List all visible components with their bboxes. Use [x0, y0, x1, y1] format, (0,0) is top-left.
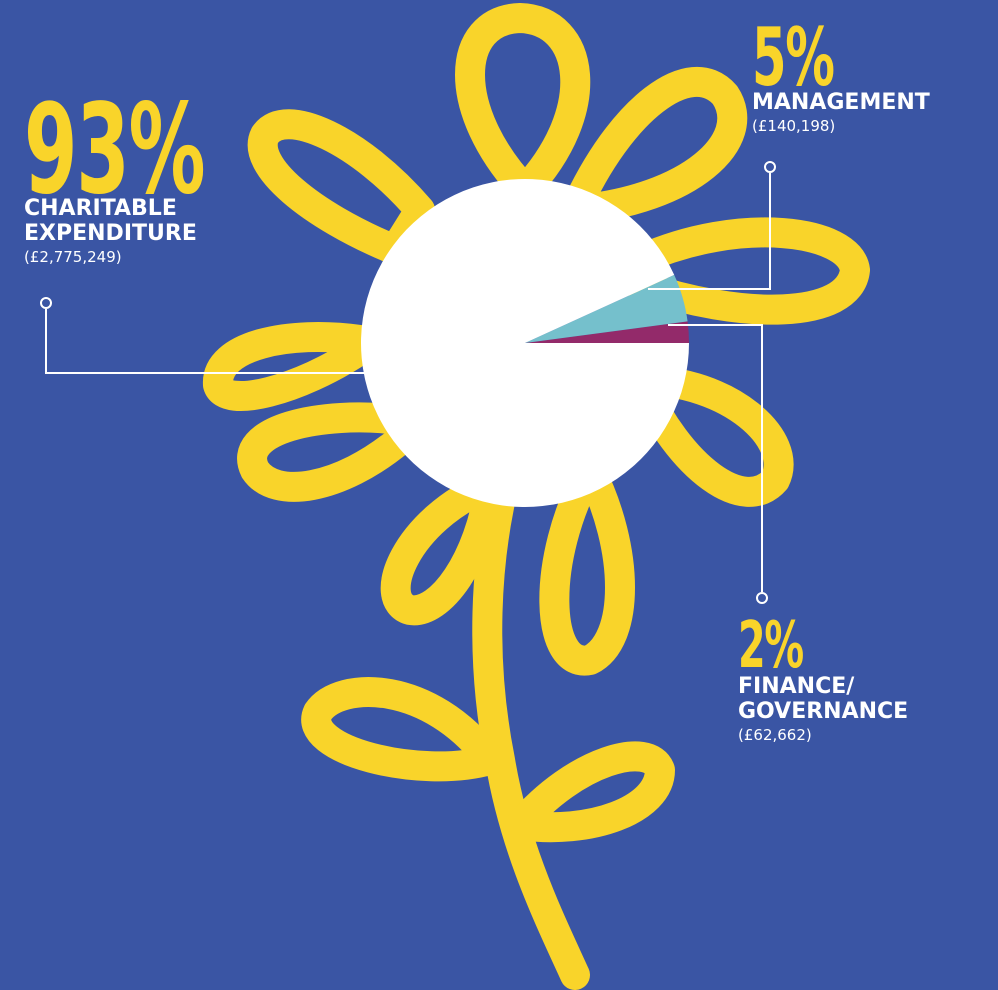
percent-label: 2%	[738, 609, 804, 683]
callout-charitable-expenditure: 93% CHARITABLE EXPENDITURE (£2,775,249)	[24, 88, 315, 266]
category-label: FINANCE/ GOVERNANCE	[738, 674, 909, 724]
amount-label: (£2,775,249)	[24, 248, 122, 266]
category-label: MANAGEMENT	[752, 90, 930, 115]
petal-bottom-right	[539, 455, 635, 676]
category-label: CHARITABLE EXPENDITURE	[24, 196, 197, 246]
petal-right-lower	[625, 365, 794, 507]
leader-dot-finance	[756, 592, 768, 604]
petal-top-right	[560, 67, 748, 225]
leader-line-management	[648, 173, 771, 290]
petal-left	[203, 322, 375, 411]
pie-chart	[361, 179, 689, 508]
callout-leader-lines	[40, 161, 776, 604]
percent-label: 5%	[752, 11, 835, 104]
petal-right-upper	[625, 217, 870, 325]
leader-dot-charitable	[40, 297, 52, 309]
percent-label: 93%	[24, 78, 206, 222]
petal-top	[455, 3, 591, 205]
pie-slice-charitable	[361, 179, 689, 508]
sunflower-illustration	[203, 3, 870, 990]
pie-slice-finance	[525, 321, 689, 343]
amount-label: (£62,662)	[738, 726, 812, 744]
leader-dot-management	[764, 161, 776, 173]
petal-left-upper	[247, 109, 435, 265]
leaf-left	[301, 677, 505, 782]
callout-finance-governance: 2% FINANCE/ GOVERNANCE (£62,662)	[738, 614, 908, 744]
petal-bottom	[380, 470, 505, 626]
leaf-right	[505, 741, 675, 843]
leader-line-charitable	[45, 309, 366, 374]
petal-left-lower	[237, 402, 415, 502]
leader-line-finance	[668, 324, 763, 592]
callout-management: 5% MANAGEMENT (£140,198)	[752, 11, 930, 136]
pie-slice-management	[525, 274, 688, 343]
amount-label: (£140,198)	[752, 117, 836, 135]
